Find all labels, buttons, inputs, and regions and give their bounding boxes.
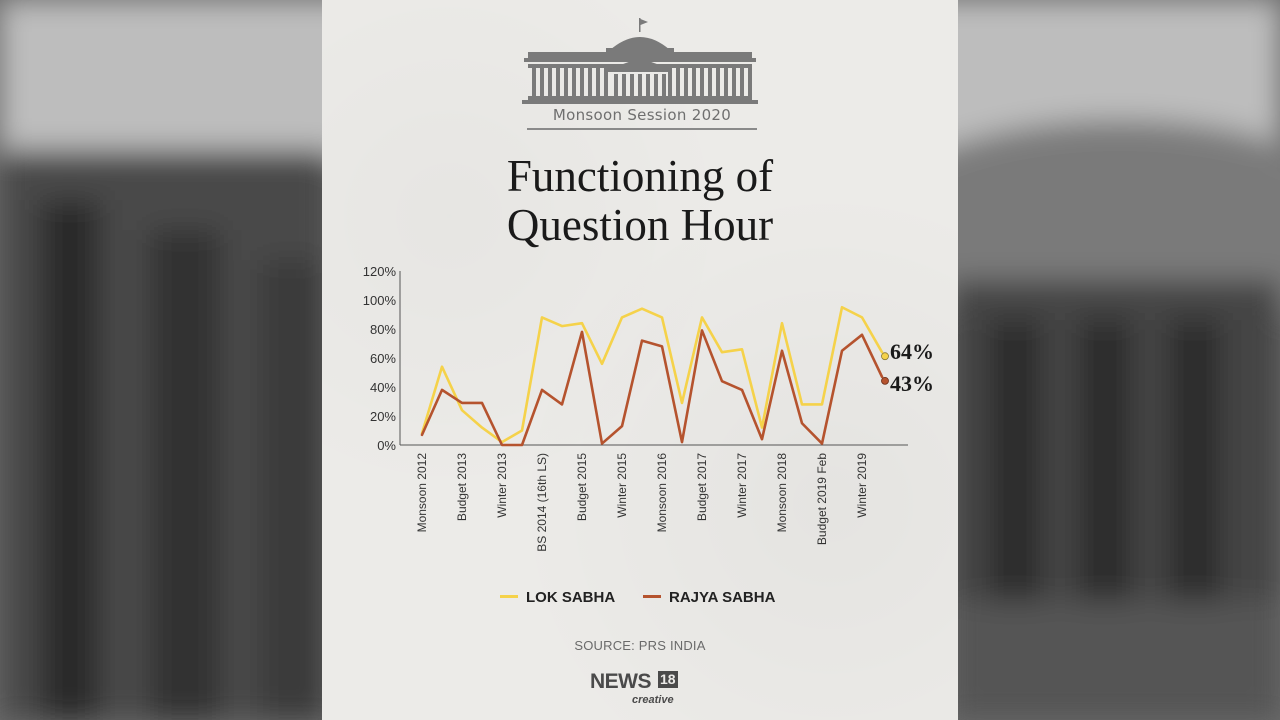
x-tick-label: Winter 2013 bbox=[495, 453, 509, 518]
x-tick-label: Budget 2017 bbox=[695, 453, 709, 521]
legend-swatch-lok-sabha bbox=[500, 594, 518, 598]
legend-swatch-rajya-sabha bbox=[643, 594, 661, 598]
session-underline bbox=[527, 128, 757, 130]
x-tick-label: Winter 2019 bbox=[855, 453, 869, 518]
legend-lok-sabha: LOK SABHA bbox=[500, 589, 615, 606]
legend-label-rajya-sabha: RAJYA SABHA bbox=[669, 589, 776, 606]
source-note: SOURCE: PRS INDIA bbox=[574, 638, 706, 653]
end-label-lok-sabha: 64% bbox=[890, 339, 934, 364]
session-label: Monsoon Session 2020 bbox=[552, 106, 732, 124]
series-line-rajya-sabha bbox=[420, 329, 884, 447]
brand-name: NEWS bbox=[590, 670, 652, 693]
y-tick-label: 100% bbox=[363, 293, 397, 308]
x-tick-label: Budget 2015 bbox=[575, 453, 589, 521]
x-tick-label: BS 2014 (16th LS) bbox=[535, 453, 549, 552]
y-tick-label: 40% bbox=[370, 380, 396, 395]
y-tick-label: 0% bbox=[377, 438, 396, 453]
x-tick-label: Winter 2017 bbox=[735, 453, 749, 518]
page-title-line1: Functioning of bbox=[506, 151, 774, 201]
brand-sub: creative bbox=[632, 694, 674, 706]
brand-number: 18 bbox=[658, 671, 678, 688]
y-tick-label: 20% bbox=[370, 409, 396, 424]
parliament-building-icon bbox=[522, 18, 758, 104]
legend-label-lok-sabha: LOK SABHA bbox=[526, 589, 616, 606]
x-tick-label: Budget 2013 bbox=[455, 453, 469, 521]
x-tick-label: Winter 2015 bbox=[615, 453, 629, 518]
line-chart: 0% 20% 40% 60% 80% 100% 120% Monsoon 2012 Budget… bbox=[363, 264, 934, 552]
x-tick-label: Monsoon 2016 bbox=[655, 453, 669, 533]
x-tick-label: Monsoon 2018 bbox=[775, 453, 789, 533]
y-tick-label: 80% bbox=[370, 322, 396, 337]
page-title-line2: Question Hour bbox=[506, 200, 774, 250]
end-marker-lok-sabha bbox=[881, 352, 889, 361]
y-tick-label: 120% bbox=[363, 264, 397, 279]
x-tick-label: Budget 2019 Feb bbox=[815, 453, 829, 545]
end-marker-rajya-sabha bbox=[881, 376, 889, 385]
y-tick-label: 60% bbox=[370, 351, 396, 366]
end-label-rajya-sabha: 43% bbox=[890, 371, 934, 396]
infographic-card: Monsoon Session 2020 Functioning of Ques… bbox=[322, 0, 958, 720]
legend-rajya-sabha: RAJYA SABHA bbox=[643, 589, 775, 606]
x-tick-label: Monsoon 2012 bbox=[415, 453, 429, 533]
